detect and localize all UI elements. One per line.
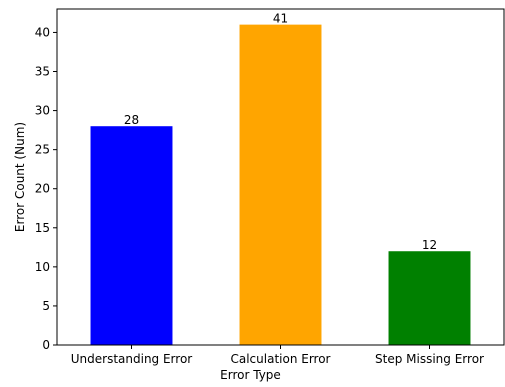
data-label: 41 [273, 12, 288, 26]
data-label: 28 [124, 113, 139, 127]
bar-calculation-error [239, 24, 322, 346]
bar-understanding-error [90, 126, 173, 345]
x-tick-label: Step Missing Error [375, 352, 484, 366]
ticks-layer: Understanding Error Calculation Error Step… [35, 25, 484, 366]
y-tick-label: 5 [42, 299, 50, 313]
y-tick-label: 20 [35, 182, 50, 196]
x-tick-label: Calculation Error [230, 352, 330, 366]
data-label: 12 [422, 238, 437, 252]
y-tick-label: 15 [35, 221, 50, 235]
plot-frame [56, 8, 505, 346]
x-tick-label: Understanding Error [71, 352, 193, 366]
bar-step-missing-error [388, 251, 471, 345]
x-axis-label: Error Type [220, 368, 281, 382]
y-tick-label: 10 [35, 260, 50, 274]
y-tick-label: 25 [35, 143, 50, 157]
y-tick-label: 35 [35, 65, 50, 79]
y-tick-label: 0 [42, 338, 50, 352]
bars-layer [90, 24, 471, 346]
y-axis-label: Error Count (Num) [13, 122, 27, 232]
data-labels-layer: 28 41 12 [124, 12, 437, 253]
y-tick-label: 40 [35, 25, 50, 39]
y-tick-label: 30 [35, 104, 50, 118]
